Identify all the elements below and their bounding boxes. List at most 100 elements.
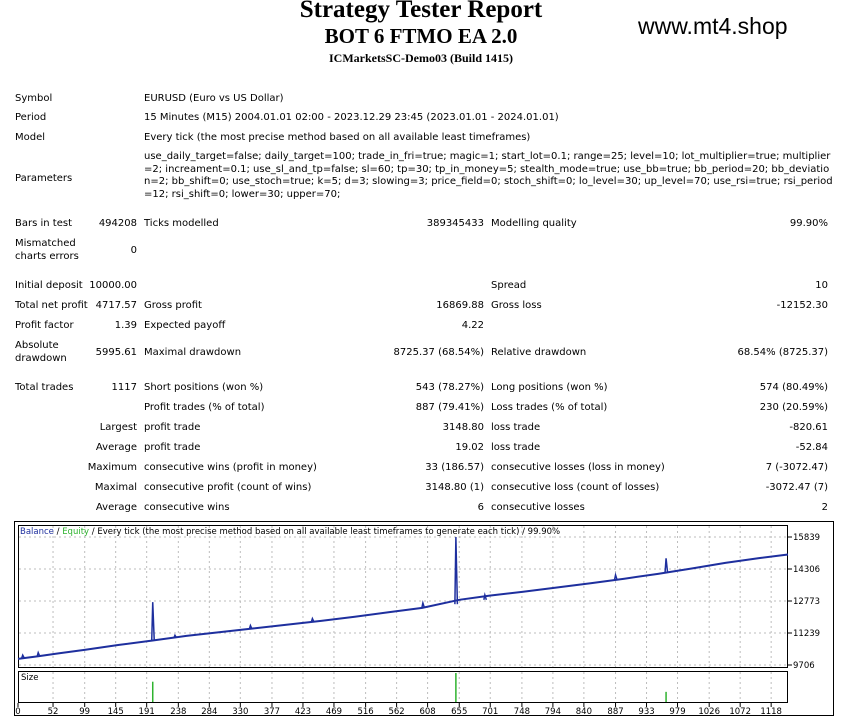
x-tick-label: 469 bbox=[326, 707, 342, 716]
balance-chart: Balance / Equity / Every tick (the most … bbox=[14, 521, 834, 716]
ea-name: BOT 6 FTMO EA 2.0 bbox=[324, 24, 518, 48]
average-loss-label: loss trade bbox=[491, 442, 541, 453]
long-label: Long positions (won %) bbox=[491, 382, 608, 393]
model-value: Every tick (the most precise method base… bbox=[144, 132, 531, 143]
expected-payoff-value: 4.22 bbox=[461, 320, 484, 331]
equity-spike bbox=[310, 616, 315, 623]
x-tick-label: 562 bbox=[388, 707, 404, 716]
main-plot-area bbox=[18, 525, 788, 668]
rel-drawdown-value: 68.54% (8725.37) bbox=[737, 347, 828, 358]
mismatch-label: Mismatched charts errors bbox=[15, 238, 79, 262]
maximal-cons-loss-value: -3072.47 (7) bbox=[765, 482, 828, 493]
x-tick-label: 238 bbox=[170, 707, 186, 716]
x-tick-label: 608 bbox=[419, 707, 435, 716]
period-value: 15 Minutes (M15) 2004.01.01 02:00 - 2023… bbox=[144, 112, 559, 123]
short-label: Short positions (won %) bbox=[144, 382, 264, 393]
equity-spike bbox=[173, 633, 178, 639]
average-label: Average bbox=[95, 442, 137, 453]
net-profit-value: 4717.57 bbox=[95, 300, 137, 311]
profit-factor-value: 1.39 bbox=[114, 320, 137, 331]
avg-cons-losses-label: consecutive losses bbox=[491, 502, 585, 513]
y-axis-ticks: 15839 14306 12773 11239 9706 bbox=[788, 533, 820, 671]
parameters-label: Parameters bbox=[15, 173, 73, 184]
quality-value: 99.90% bbox=[789, 218, 828, 229]
y-tick-label: 14306 bbox=[793, 565, 820, 575]
x-tick-label: 655 bbox=[451, 707, 467, 716]
equity-spike bbox=[421, 599, 426, 608]
largest-profit-value: 3148.80 bbox=[442, 422, 484, 433]
gross-profit-label: Gross profit bbox=[144, 300, 202, 311]
avg-cons-losses-value: 2 bbox=[821, 502, 828, 513]
x-tick-label: 423 bbox=[295, 707, 311, 716]
legend-equity: Equity bbox=[62, 527, 89, 537]
equity-spike bbox=[150, 602, 155, 641]
x-tick-label: 191 bbox=[139, 707, 155, 716]
loss-trades-label: Loss trades (% of total) bbox=[491, 402, 608, 413]
x-axis-ticks: 0 52 99 145 191 238 284 330 377 423 469 516 562 608 65… bbox=[15, 703, 782, 716]
model-label: Model bbox=[15, 132, 46, 143]
long-value: 574 (80.49%) bbox=[759, 382, 828, 393]
maximal-cons-loss-label: consecutive loss (count of losses) bbox=[491, 482, 660, 493]
ticks-label: Ticks modelled bbox=[144, 218, 219, 229]
size-label: Size bbox=[21, 673, 38, 683]
avg-cons-wins-label: consecutive wins bbox=[144, 502, 230, 513]
initial-deposit-label: Initial deposit bbox=[15, 280, 83, 291]
website-link[interactable]: www.mt4.shop bbox=[638, 13, 788, 39]
x-tick-label: 979 bbox=[669, 707, 685, 716]
grid-lines bbox=[19, 526, 787, 702]
average-profit-value: 19.02 bbox=[455, 442, 484, 453]
max-cons-wins-value: 33 (186.57) bbox=[425, 462, 484, 473]
equity-spike bbox=[664, 558, 669, 573]
equity-spike bbox=[21, 653, 25, 659]
rel-drawdown-label: Relative drawdown bbox=[491, 347, 587, 358]
x-tick-label: 99 bbox=[79, 707, 90, 716]
abs-drawdown-label: Absolute drawdown bbox=[15, 340, 67, 364]
symbol-value: EURUSD (Euro vs US Dollar) bbox=[144, 93, 284, 104]
x-tick-label: 887 bbox=[607, 707, 623, 716]
legend-description: Every tick (the most precise method base… bbox=[97, 527, 519, 537]
abs-drawdown-value: 5995.61 bbox=[95, 347, 137, 358]
x-tick-label: 284 bbox=[201, 707, 217, 716]
profit-trades-label: Profit trades (% of total) bbox=[144, 402, 265, 413]
spread-value: 10 bbox=[815, 280, 828, 291]
ticks-value: 389345433 bbox=[426, 218, 484, 229]
spread-label: Spread bbox=[491, 280, 527, 291]
total-trades-label: Total trades bbox=[15, 382, 74, 393]
largest-loss-label: loss trade bbox=[491, 422, 541, 433]
max-cons-losses-value: 7 (-3072.47) bbox=[765, 462, 828, 473]
max-cons-losses-label: consecutive losses (loss in money) bbox=[491, 462, 665, 473]
largest-label: Largest bbox=[99, 422, 137, 433]
report-title: Strategy Tester Report bbox=[299, 0, 543, 23]
maximal-cons-profit-label: consecutive profit (count of wins) bbox=[144, 482, 312, 493]
size-plot-area bbox=[18, 671, 788, 703]
largest-loss-value: -820.61 bbox=[789, 422, 828, 433]
maximal-cons-profit-value: 3148.80 (1) bbox=[425, 482, 484, 493]
equity-spike bbox=[483, 592, 488, 601]
expected-payoff-label: Expected payoff bbox=[144, 320, 226, 331]
x-tick-label: 840 bbox=[576, 707, 592, 716]
initial-deposit-value: 10000.00 bbox=[89, 280, 137, 291]
equity-spike bbox=[613, 571, 618, 580]
legend-balance: Balance bbox=[20, 527, 54, 537]
profit-trades-value: 887 (79.41%) bbox=[415, 402, 484, 413]
x-tick-label: 1072 bbox=[729, 707, 751, 716]
equity-spike bbox=[248, 623, 253, 630]
x-tick-label: 377 bbox=[264, 707, 280, 716]
chart-marks bbox=[17, 536, 789, 702]
y-tick-label: 11239 bbox=[793, 629, 820, 639]
equity-spike bbox=[454, 536, 459, 605]
x-tick-label: 52 bbox=[48, 707, 59, 716]
y-tick-label: 15839 bbox=[793, 533, 820, 543]
balance-series-line bbox=[17, 553, 789, 660]
bars-value: 494208 bbox=[98, 218, 137, 229]
symbol-label: Symbol bbox=[15, 93, 53, 104]
equity-spike bbox=[36, 650, 41, 657]
max-cons-wins-label: consecutive wins (profit in money) bbox=[144, 462, 317, 473]
y-tick-label: 9706 bbox=[793, 661, 815, 671]
x-tick-label: 933 bbox=[638, 707, 654, 716]
profit-factor-label: Profit factor bbox=[15, 320, 74, 331]
x-tick-label: 145 bbox=[108, 707, 124, 716]
avg-cons-wins-value: 6 bbox=[477, 502, 484, 513]
loss-trades-value: 230 (20.59%) bbox=[759, 402, 828, 413]
max-drawdown-label: Maximal drawdown bbox=[144, 347, 242, 358]
